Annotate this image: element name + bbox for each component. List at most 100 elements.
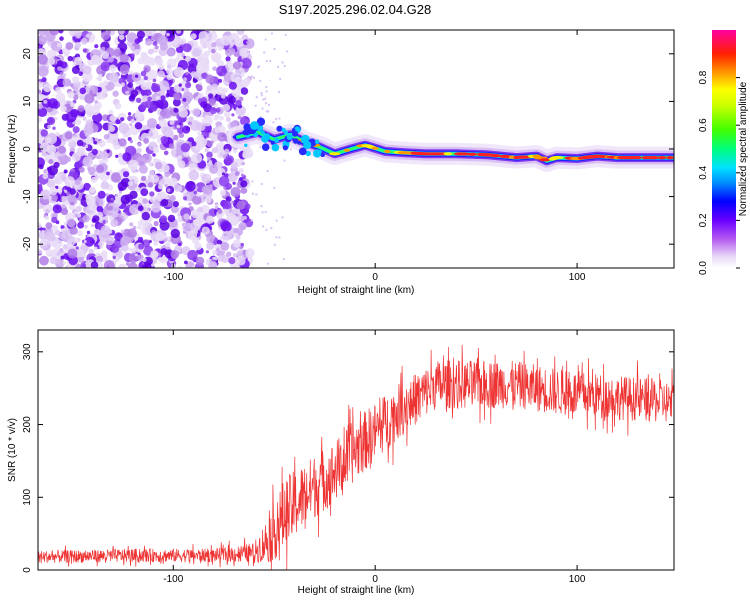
noise-blob [142, 257, 147, 262]
noise-blob [148, 240, 152, 243]
noise-blob [159, 110, 167, 117]
noise-speck [264, 97, 267, 100]
noise-blob [241, 57, 252, 69]
noise-blob [38, 54, 48, 65]
noise-blob [208, 93, 214, 99]
noise-blob [46, 166, 52, 172]
noise-blob [67, 91, 75, 99]
noise-speck [267, 262, 270, 265]
noise-blob [137, 224, 142, 230]
noise-blob [225, 117, 231, 122]
noise-blob [208, 160, 213, 164]
noise-speck [269, 59, 272, 62]
noise-blob [74, 56, 83, 66]
noise-blob [142, 239, 151, 248]
noise-blob [49, 187, 58, 196]
noise-speck [260, 205, 263, 208]
noise-blob [193, 218, 202, 227]
noise-blob [43, 83, 52, 93]
noise-blob [238, 168, 244, 174]
noise-blob [157, 70, 165, 78]
x-tick-label: -100 [163, 272, 183, 283]
signal-clump [283, 130, 289, 135]
noise-blob [167, 236, 171, 241]
noise-blob [109, 115, 117, 122]
signal-clump [303, 141, 312, 149]
noise-blob [170, 228, 180, 239]
noise-blob [155, 232, 165, 242]
noise-blob [158, 80, 170, 91]
noise-blob [212, 250, 217, 255]
noise-blob [95, 255, 103, 263]
noise-blob [119, 53, 129, 63]
noise-blob [230, 186, 241, 198]
noise-speck [262, 98, 265, 101]
noise-blob [47, 124, 51, 129]
noise-blob [222, 103, 231, 112]
noise-speck [284, 33, 287, 36]
noise-blob [200, 37, 211, 49]
noise-blob [228, 215, 240, 226]
noise-blob [220, 242, 230, 251]
noise-blob [40, 238, 48, 246]
noise-blob [163, 150, 169, 156]
noise-blob [98, 73, 103, 78]
noise-speck [255, 193, 258, 196]
noise-blob [99, 151, 109, 160]
signal-clump [232, 135, 236, 139]
noise-blob [128, 159, 139, 171]
noise-blob [208, 261, 218, 268]
noise-blob [52, 204, 62, 214]
noise-blob [67, 55, 73, 62]
noise-blob [88, 31, 92, 35]
noise-blob [166, 73, 173, 80]
noise-blob [244, 203, 251, 210]
noise-blob [211, 134, 219, 142]
noise-blob [51, 248, 62, 260]
noise-blob [185, 105, 190, 110]
noise-blob [38, 81, 43, 90]
noise-blob [168, 106, 172, 110]
signal-clump [242, 129, 248, 136]
noise-speck [250, 75, 253, 78]
noise-blob [157, 139, 162, 144]
noise-blob [206, 85, 213, 91]
noise-speck [278, 236, 281, 239]
noise-blob [101, 31, 110, 40]
noise-blob [143, 138, 150, 144]
noise-blob [55, 132, 60, 137]
signal-clump [276, 125, 283, 132]
noise-blob [182, 125, 191, 134]
noise-blob [100, 83, 104, 87]
noise-blob [166, 64, 172, 70]
noise-speck [273, 243, 276, 246]
noise-blob [62, 78, 72, 87]
noise-blob [82, 116, 87, 121]
noise-blob [201, 185, 209, 194]
noise-blob [205, 196, 212, 204]
noise-blob [38, 65, 49, 77]
noise-blob [212, 66, 217, 71]
noise-blob [110, 244, 120, 253]
noise-blob [140, 175, 147, 182]
noise-blob [206, 241, 215, 250]
noise-blob [245, 248, 255, 258]
noise-blob [114, 103, 122, 110]
noise-blob [41, 77, 47, 83]
noise-blob [154, 161, 163, 170]
signal-hotspot [666, 156, 674, 160]
noise-blob [176, 52, 182, 58]
noise-blob [125, 90, 130, 96]
signal-clump [286, 133, 293, 140]
noise-blob [107, 202, 119, 214]
noise-blob [189, 116, 194, 122]
noise-blob [235, 105, 246, 117]
noise-blob [225, 56, 231, 62]
signal-hotspot [443, 152, 453, 156]
noise-blob [90, 223, 95, 228]
noise-blob [218, 175, 230, 187]
noise-blob [48, 159, 54, 165]
x-tick-label: -100 [163, 574, 183, 585]
noise-blob [239, 96, 244, 101]
noise-blob [59, 232, 67, 240]
